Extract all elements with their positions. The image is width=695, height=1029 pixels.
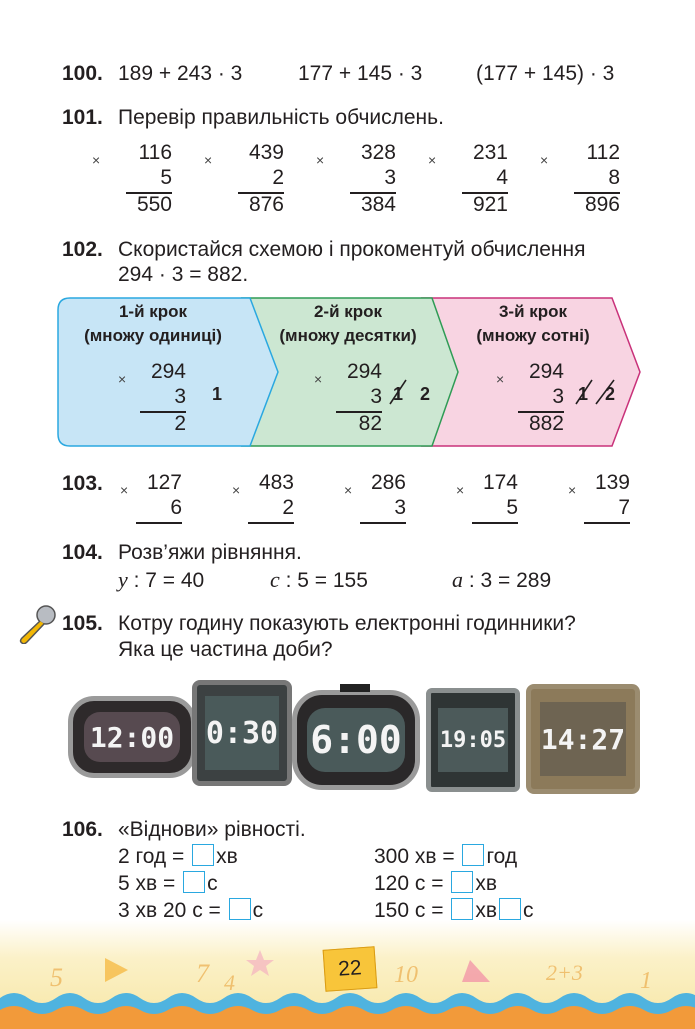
- carry-digits: 1 2: [578, 384, 622, 404]
- microphone-icon: [19, 605, 56, 644]
- decor-number: 7: [196, 959, 210, 988]
- equality: 150 с = хв с: [374, 898, 534, 922]
- digital-clock: 6:00: [292, 690, 420, 790]
- answer-box[interactable]: [498, 898, 521, 920]
- exercise-number: 100.: [62, 62, 103, 85]
- exercise-number: 103.: [62, 472, 103, 495]
- decor-number: 10: [394, 962, 418, 988]
- equation: a : 3 = 289: [452, 567, 552, 592]
- answer-box[interactable]: [183, 871, 206, 893]
- equality: 120 с = хв: [374, 871, 497, 895]
- expression: 189 + 243 · 3: [118, 62, 243, 85]
- clock-button: [340, 684, 370, 692]
- digital-clock: 19:05: [426, 688, 520, 792]
- decor-number: 2+3: [546, 960, 583, 985]
- expression: 177 + 145 · 3: [298, 62, 423, 85]
- digital-clock: 12:00: [68, 696, 196, 778]
- exercise-text: Котру годину показують електронні годинн…: [118, 612, 576, 635]
- answer-box[interactable]: [192, 844, 215, 866]
- answer-box[interactable]: [451, 871, 474, 893]
- exercise-number: 104.: [62, 541, 103, 564]
- exercise-number: 102.: [62, 238, 103, 261]
- equation: c : 5 = 155: [270, 567, 368, 592]
- exercise-text: Яка це частина доби?: [118, 638, 333, 661]
- equality: 3 хв 20 с = с: [118, 898, 264, 922]
- exercise-text: 294 · 3 = 882.: [118, 263, 249, 286]
- decor-number: 4: [224, 970, 235, 995]
- step-1-arrow: [57, 297, 279, 447]
- digital-clock: 0:30: [192, 680, 292, 786]
- answer-box[interactable]: [462, 844, 485, 866]
- decor-number: 5: [50, 963, 63, 992]
- exercise-number: 105.: [62, 612, 103, 635]
- equality: 5 хв = с: [118, 871, 218, 895]
- decor-number: 1: [640, 968, 652, 994]
- carry-digits: 1 2: [393, 384, 437, 404]
- exercise-text: Розв’яжи рівняння.: [118, 541, 302, 564]
- step-2-title: 2-й крок (множу десятки): [279, 302, 417, 345]
- step-3-title: 3-й крок (множу сотні): [476, 302, 590, 345]
- answer-box[interactable]: [228, 898, 251, 920]
- step-1-title: 1-й крок (множу одиниці): [84, 302, 222, 345]
- page-number: 22: [322, 946, 378, 992]
- carry-digit: 1: [212, 384, 223, 404]
- digital-clock: 14:27: [526, 684, 640, 794]
- exercise-text: «Віднови» рівності.: [118, 818, 306, 841]
- expression: (177 + 145) · 3: [476, 62, 615, 85]
- exercise-number: 101.: [62, 106, 103, 129]
- answer-box[interactable]: [451, 898, 474, 920]
- exercise-text: Скористайся схемою і прокоментуй обчисле…: [118, 238, 586, 261]
- equality: 2 год = хв: [118, 844, 238, 868]
- exercise-text: Перевір правильність обчислень.: [118, 106, 444, 129]
- equation: y : 7 = 40: [118, 567, 205, 592]
- equality: 300 хв = год: [374, 844, 518, 868]
- exercise-number: 106.: [62, 818, 103, 841]
